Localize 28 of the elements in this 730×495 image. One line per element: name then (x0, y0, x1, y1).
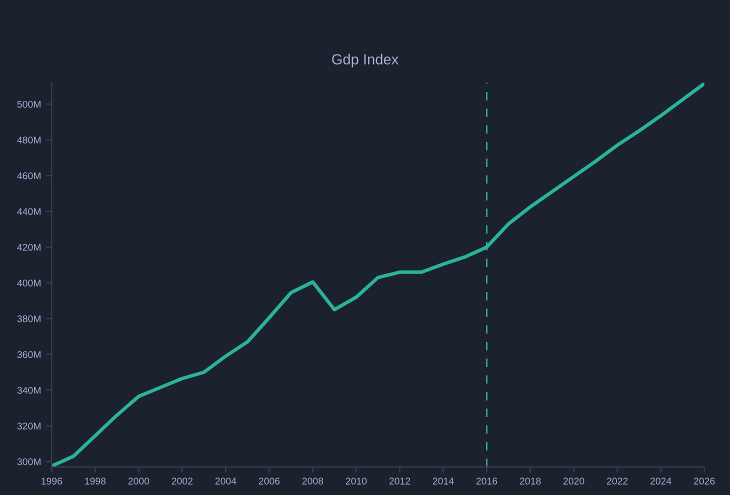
x-tick-label: 1996 (42, 478, 62, 485)
x-tick-label: 2018 (520, 478, 541, 485)
x-tick-label: 2016 (476, 478, 498, 485)
y-tick-label: 500M (17, 100, 40, 108)
x-tick-label: 2000 (128, 478, 150, 485)
chart-title: Gdp Index (332, 54, 398, 68)
y-tick-label: 380M (17, 315, 40, 322)
x-tick-label: 2014 (432, 478, 454, 485)
y-tick-label: 460M (17, 172, 40, 180)
y-tick-label: 440M (17, 208, 40, 215)
x-tick-label: 2022 (606, 478, 628, 485)
x-tick-label: 2024 (650, 478, 672, 485)
y-tick-label: 300M (17, 458, 40, 466)
y-tick-label: 480M (17, 136, 40, 144)
y-tick-label: 400M (17, 280, 40, 286)
y-tick-label: 320M (17, 422, 40, 430)
x-tick-label: 2008 (302, 478, 324, 485)
x-tick-label: 2006 (258, 478, 280, 485)
y-tick-label: 340M (17, 386, 40, 394)
y-tick-label: 420M (17, 244, 40, 251)
x-tick-label: 2002 (172, 478, 193, 485)
x-tick-label: 2010 (346, 478, 367, 485)
x-tick-label: 2004 (215, 478, 236, 485)
x-tick-label: 1998 (85, 478, 106, 485)
x-tick-label: 2020 (563, 478, 584, 485)
x-tick-label: 2012 (389, 478, 410, 485)
x-tick-label: 2026 (694, 478, 715, 485)
y-tick-label: 360M (17, 351, 40, 358)
